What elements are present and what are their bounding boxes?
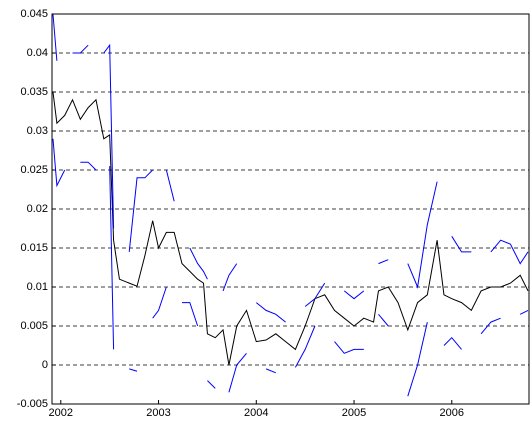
y-tick-label: 0.005: [20, 320, 48, 332]
y-tick-label: 0.015: [20, 242, 48, 254]
y-tick-label: 0.01: [27, 281, 48, 293]
y-tick-label: 0.02: [27, 203, 48, 215]
y-tick-label: 0.04: [27, 47, 48, 59]
data-line: [52, 138, 529, 397]
x-tick-label: 2004: [244, 407, 268, 419]
y-tick-label: -0.005: [17, 398, 48, 410]
data-line: [52, 13, 529, 323]
x-tick-label: 2006: [440, 407, 464, 419]
y-tick-label: 0.03: [27, 125, 48, 137]
x-tick-label: 2002: [49, 407, 73, 419]
data-line: [52, 91, 529, 366]
y-tick-label: 0.045: [20, 8, 48, 20]
x-tick-label: 2005: [342, 407, 366, 419]
y-tick-label: 0.025: [20, 164, 48, 176]
y-tick-label: 0: [42, 359, 48, 371]
y-tick-label: 0.035: [20, 86, 48, 98]
x-tick-label: 2003: [146, 407, 170, 419]
